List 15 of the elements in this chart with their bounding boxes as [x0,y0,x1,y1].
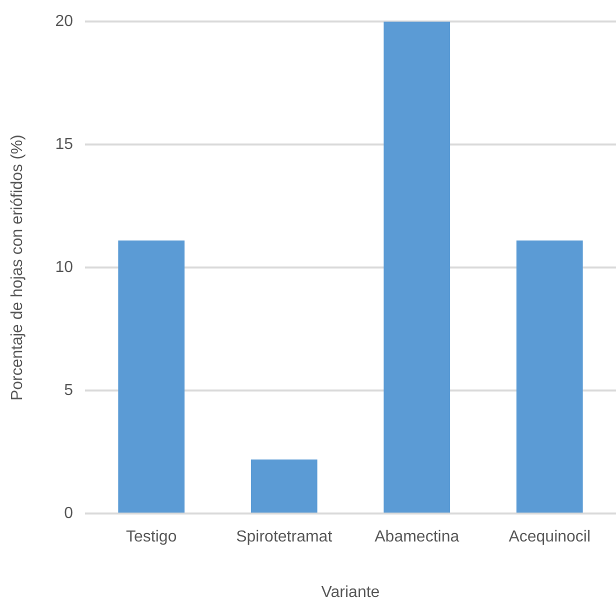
y-tick-label: 5 [64,382,74,400]
y-tick-label: 20 [55,13,74,30]
y-tick-label: 0 [64,505,74,522]
bar [384,22,450,513]
bar [118,240,185,513]
x-tick-label: Testigo [126,528,177,546]
y-axis-title: Porcentaje de hojas con eriófidos (%) [9,134,26,401]
x-tick-label: Abamectina [374,528,460,546]
x-axis-title: Variante [321,584,380,601]
bar [516,240,583,513]
y-tick-label: 10 [55,259,74,276]
x-tick-label: Acequinocil [508,528,591,546]
x-tick-label: Spirotetramat [236,528,333,546]
bar [250,459,318,513]
y-tick-label: 15 [55,136,74,154]
